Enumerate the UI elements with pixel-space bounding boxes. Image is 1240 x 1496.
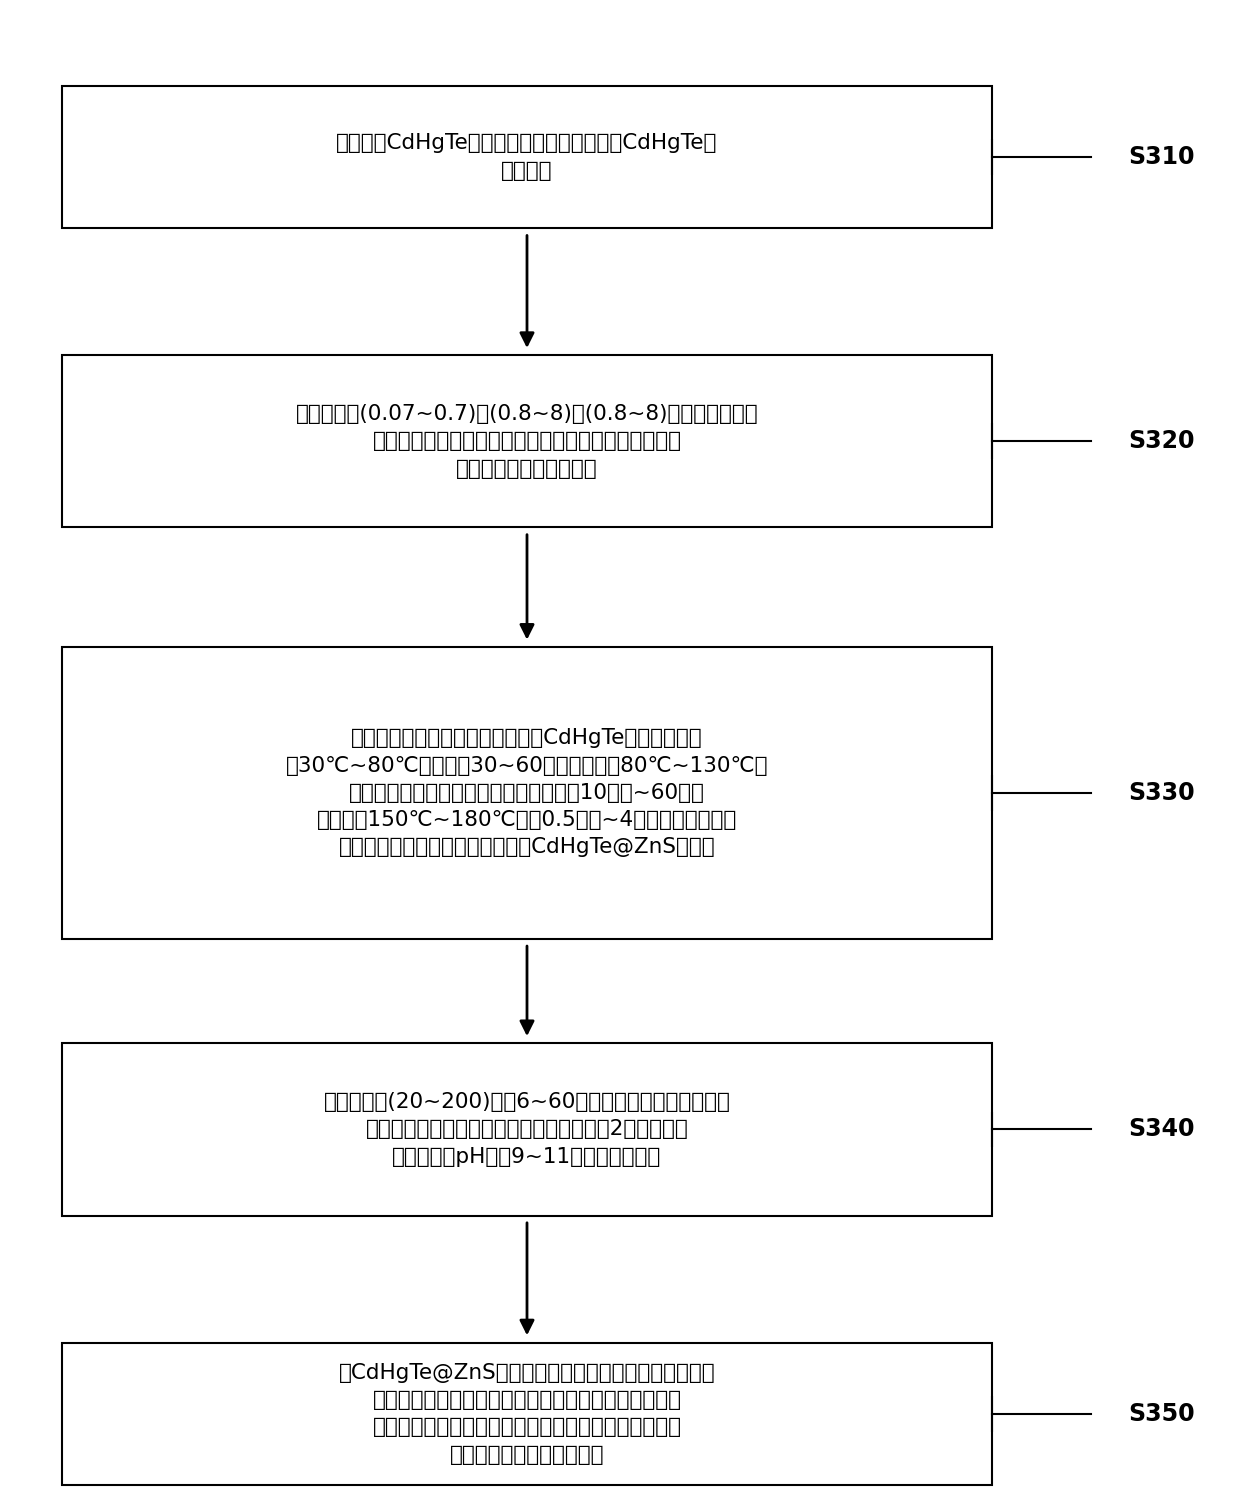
FancyBboxPatch shape [62, 648, 992, 939]
Text: S350: S350 [1128, 1402, 1195, 1426]
Text: 将质量比为(20~200)：（6~60）的硫辛酸及聚乙二醇修饰
的硫辛酸加入超纯水中，加入硼氢化钠反应2小时，用氢
氧化钠调节pH值为9~11得到硫辛酸溶液: 将质量比为(20~200)：（6~60）的硫辛酸及聚乙二醇修饰 的硫辛酸加入超纯… [324, 1092, 730, 1167]
Text: 将CdHgTe@ZnS量子点加入氯仿中溶解，加入硫辛酸溶
液，震荡后离心，取上层清液，超滤后将滤渣使用中性
缓冲液溶解，加入含有钆离子的溶液，超滤后去除滤液
得: 将CdHgTe@ZnS量子点加入氯仿中溶解，加入硫辛酸溶 液，震荡后离心，取上层… [339, 1363, 715, 1465]
Text: 采用上述CdHgTe量子点溶液的制备方法制备CdHgTe量
子点溶液: 采用上述CdHgTe量子点溶液的制备方法制备CdHgTe量 子点溶液 [336, 133, 718, 181]
Text: S310: S310 [1128, 145, 1195, 169]
FancyBboxPatch shape [62, 85, 992, 227]
FancyBboxPatch shape [62, 356, 992, 528]
Text: S340: S340 [1128, 1118, 1195, 1141]
Text: S330: S330 [1128, 781, 1195, 805]
FancyBboxPatch shape [62, 1044, 992, 1215]
Text: 将三辛基氧磷、油胺和十八烯加入CdHgTe量子点溶液，
在30℃~80℃下抽真空30~60分钟，升温至80℃~130℃，
加入二乙基二硫代氨基甲酸锌溶液，反应1: 将三辛基氧磷、油胺和十八烯加入CdHgTe量子点溶液， 在30℃~80℃下抽真空… [285, 729, 769, 857]
FancyBboxPatch shape [62, 1343, 992, 1484]
Text: 将质量比为(0.07~0.7)：(0.8~8)：(0.8~8)的二乙基二硫代
氨基甲酸锌、十八烯和有机膦混合后超声溶解得到二乙
基二硫代氨基甲酸锌溶液: 将质量比为(0.07~0.7)：(0.8~8)：(0.8~8)的二乙基二硫代 氨… [295, 404, 759, 479]
Text: S320: S320 [1128, 429, 1195, 453]
